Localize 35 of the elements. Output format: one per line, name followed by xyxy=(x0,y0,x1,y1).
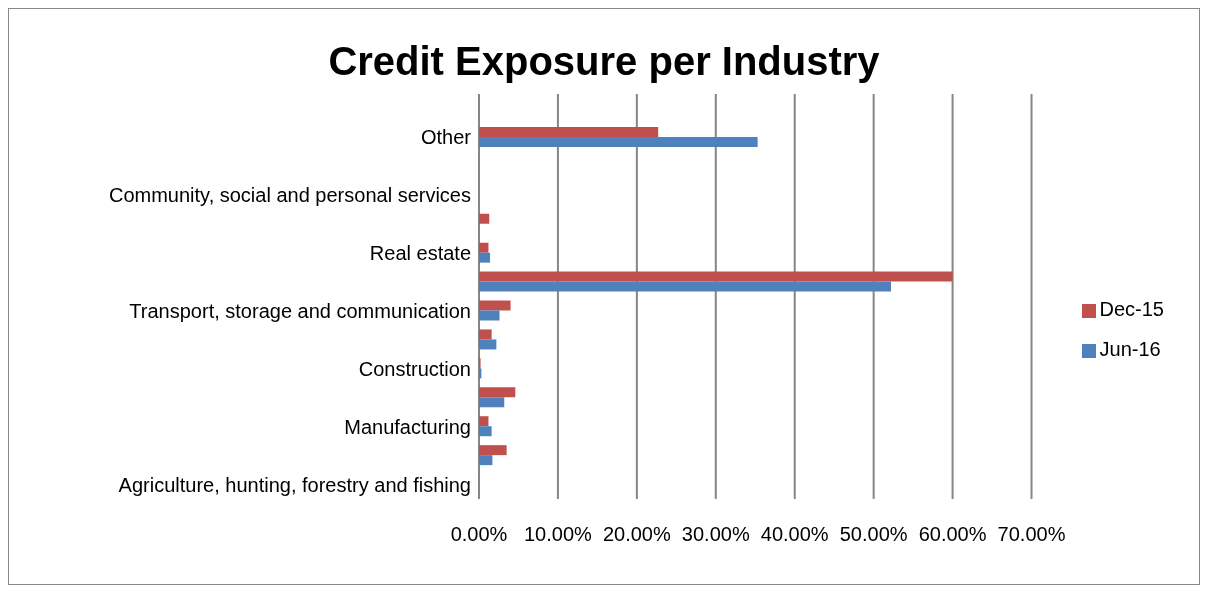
bar xyxy=(479,416,489,427)
bar xyxy=(479,213,490,224)
bar xyxy=(479,126,659,137)
x-tick-label: 30.00% xyxy=(681,523,750,546)
x-tick-label: 40.00% xyxy=(760,523,829,546)
legend-label: Dec-15 xyxy=(1099,298,1164,320)
bar xyxy=(479,300,511,311)
y-tick-label: Real estate xyxy=(369,242,471,265)
bar xyxy=(479,242,489,253)
legend-label: Jun-16 xyxy=(1099,338,1161,360)
bar xyxy=(479,281,892,292)
x-tick-label: 50.00% xyxy=(839,523,908,546)
y-tick-label: Other xyxy=(420,126,472,149)
x-tick-label: 60.00% xyxy=(918,523,987,546)
y-tick-label: Agriculture, hunting, forestry and fishing xyxy=(118,473,471,496)
x-tick-label: 70.00% xyxy=(997,523,1066,546)
x-tick-label: 10.00% xyxy=(524,523,593,546)
x-tick-label: 20.00% xyxy=(602,523,671,546)
chart-title: Credit Exposure per Industry xyxy=(327,38,881,85)
x-tick-label: 0.00% xyxy=(450,523,508,546)
bar xyxy=(479,397,505,408)
y-tick-label: Manufacturing xyxy=(344,415,471,438)
bar xyxy=(479,426,492,437)
bar xyxy=(479,136,758,147)
y-tick-label: Transport, storage and communication xyxy=(129,300,471,323)
bar xyxy=(479,387,516,398)
bar xyxy=(479,339,497,350)
bar xyxy=(479,310,500,321)
y-tick-label: Community, social and personal services xyxy=(108,184,471,207)
y-tick-label: Construction xyxy=(358,357,471,380)
bar xyxy=(479,455,493,466)
bar xyxy=(479,329,492,340)
bar xyxy=(479,445,507,456)
bar xyxy=(479,252,491,263)
bar xyxy=(479,271,953,282)
